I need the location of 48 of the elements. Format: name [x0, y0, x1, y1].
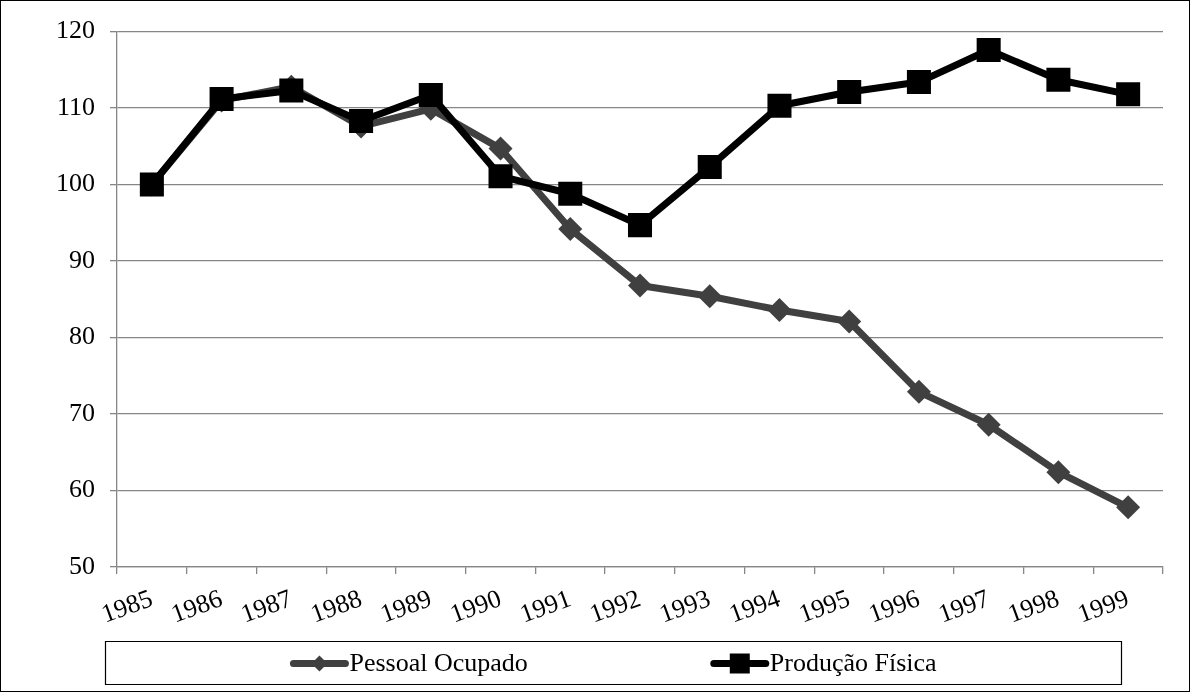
y-tick-label: 50: [69, 550, 95, 580]
point: [906, 70, 931, 95]
x-tick-label: 1986: [167, 583, 226, 629]
point: [558, 216, 583, 241]
point: [488, 164, 513, 189]
legend-label: Produção Física: [769, 648, 938, 678]
point: [558, 181, 583, 206]
x-tick-label: 1985: [97, 583, 157, 629]
point: [697, 154, 722, 179]
point: [1046, 460, 1071, 485]
y-tick-label: 80: [69, 321, 95, 351]
x-tick-label: 1995: [794, 583, 854, 629]
point: [279, 78, 304, 103]
x-tick-label: 1993: [655, 583, 715, 629]
point: [1116, 495, 1141, 520]
x-tick-label: 1998: [1004, 583, 1063, 629]
legend-label: Pessoal Ocupado: [349, 648, 528, 678]
x-tick-label: 1996: [864, 583, 924, 629]
point: [697, 284, 722, 309]
y-tick-label: 110: [56, 91, 95, 121]
x-tick-label: 1997: [934, 583, 994, 629]
point: [767, 93, 792, 118]
x-tick-label: 1999: [1073, 583, 1133, 629]
point: [488, 136, 513, 161]
point: [837, 80, 862, 105]
point: [767, 298, 792, 323]
point: [837, 309, 862, 334]
point: [906, 379, 931, 404]
point: [1116, 82, 1141, 107]
x-tick-label: 1992: [585, 583, 645, 629]
x-tick-label: 1994: [725, 583, 784, 629]
x-tick-label: 1988: [306, 583, 366, 629]
point: [418, 83, 443, 108]
y-tick-label: 100: [56, 168, 95, 198]
point: [349, 109, 374, 134]
point: [627, 213, 653, 238]
point: [976, 37, 1001, 62]
y-tick-label: 70: [69, 397, 95, 427]
point: [976, 412, 1001, 437]
x-tick-label: 1990: [446, 583, 505, 629]
y-tick-label: 90: [69, 244, 95, 274]
point: [628, 273, 652, 298]
x-tick-label: 1991: [515, 583, 575, 629]
x-tick-label: 1989: [376, 583, 436, 629]
y-tick-label: 120: [56, 15, 95, 45]
y-tick-label: 60: [69, 474, 95, 504]
x-tick-label: 1987: [236, 583, 296, 629]
point: [1046, 67, 1071, 92]
